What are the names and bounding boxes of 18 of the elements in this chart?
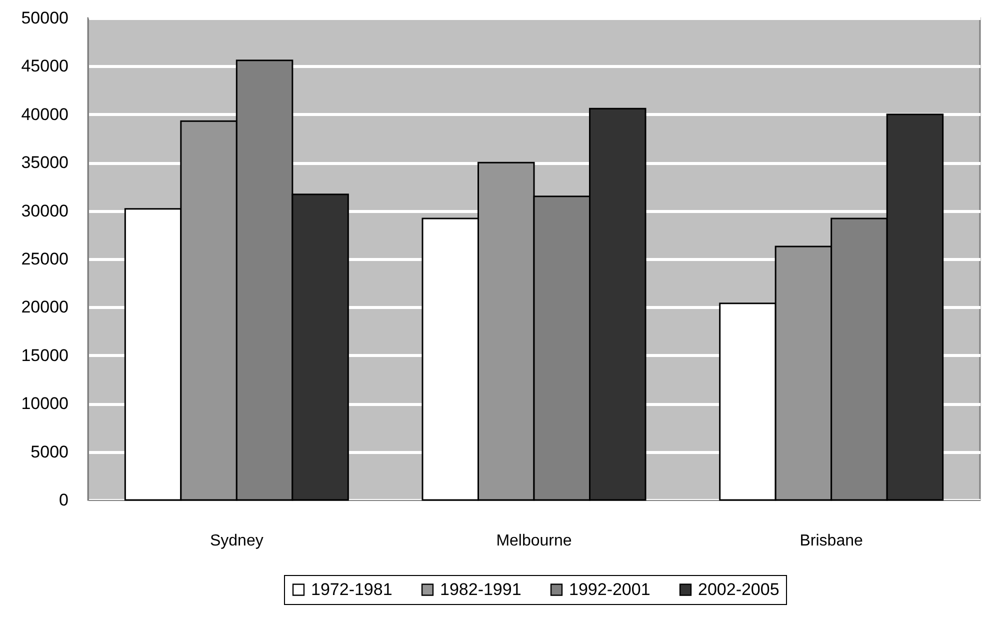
x-tick-label: Sydney (210, 532, 264, 550)
y-tick-label: 30000 (21, 201, 68, 220)
y-tick-label: 50000 (21, 8, 68, 28)
y-tick-label: 10000 (21, 394, 68, 414)
y-tick-label: 40000 (21, 104, 68, 124)
legend-label: 2002-2005 (698, 580, 780, 599)
y-tick-label: 25000 (21, 250, 68, 268)
y-tick-label: 35000 (21, 153, 68, 172)
legend-label: 1972-1981 (311, 580, 392, 599)
legend-label: 1992-2001 (569, 580, 650, 599)
x-tick-label: Brisbane (800, 532, 864, 550)
y-tick-label: 0 (59, 490, 68, 510)
y-tick-label: 5000 (30, 442, 68, 462)
x-tick-label: Melbourne (496, 532, 572, 550)
y-tick-label: 15000 (21, 346, 68, 365)
y-tick-label: 45000 (21, 56, 68, 76)
legend-label: 1982-1991 (440, 580, 522, 599)
y-tick-label: 20000 (21, 298, 68, 317)
